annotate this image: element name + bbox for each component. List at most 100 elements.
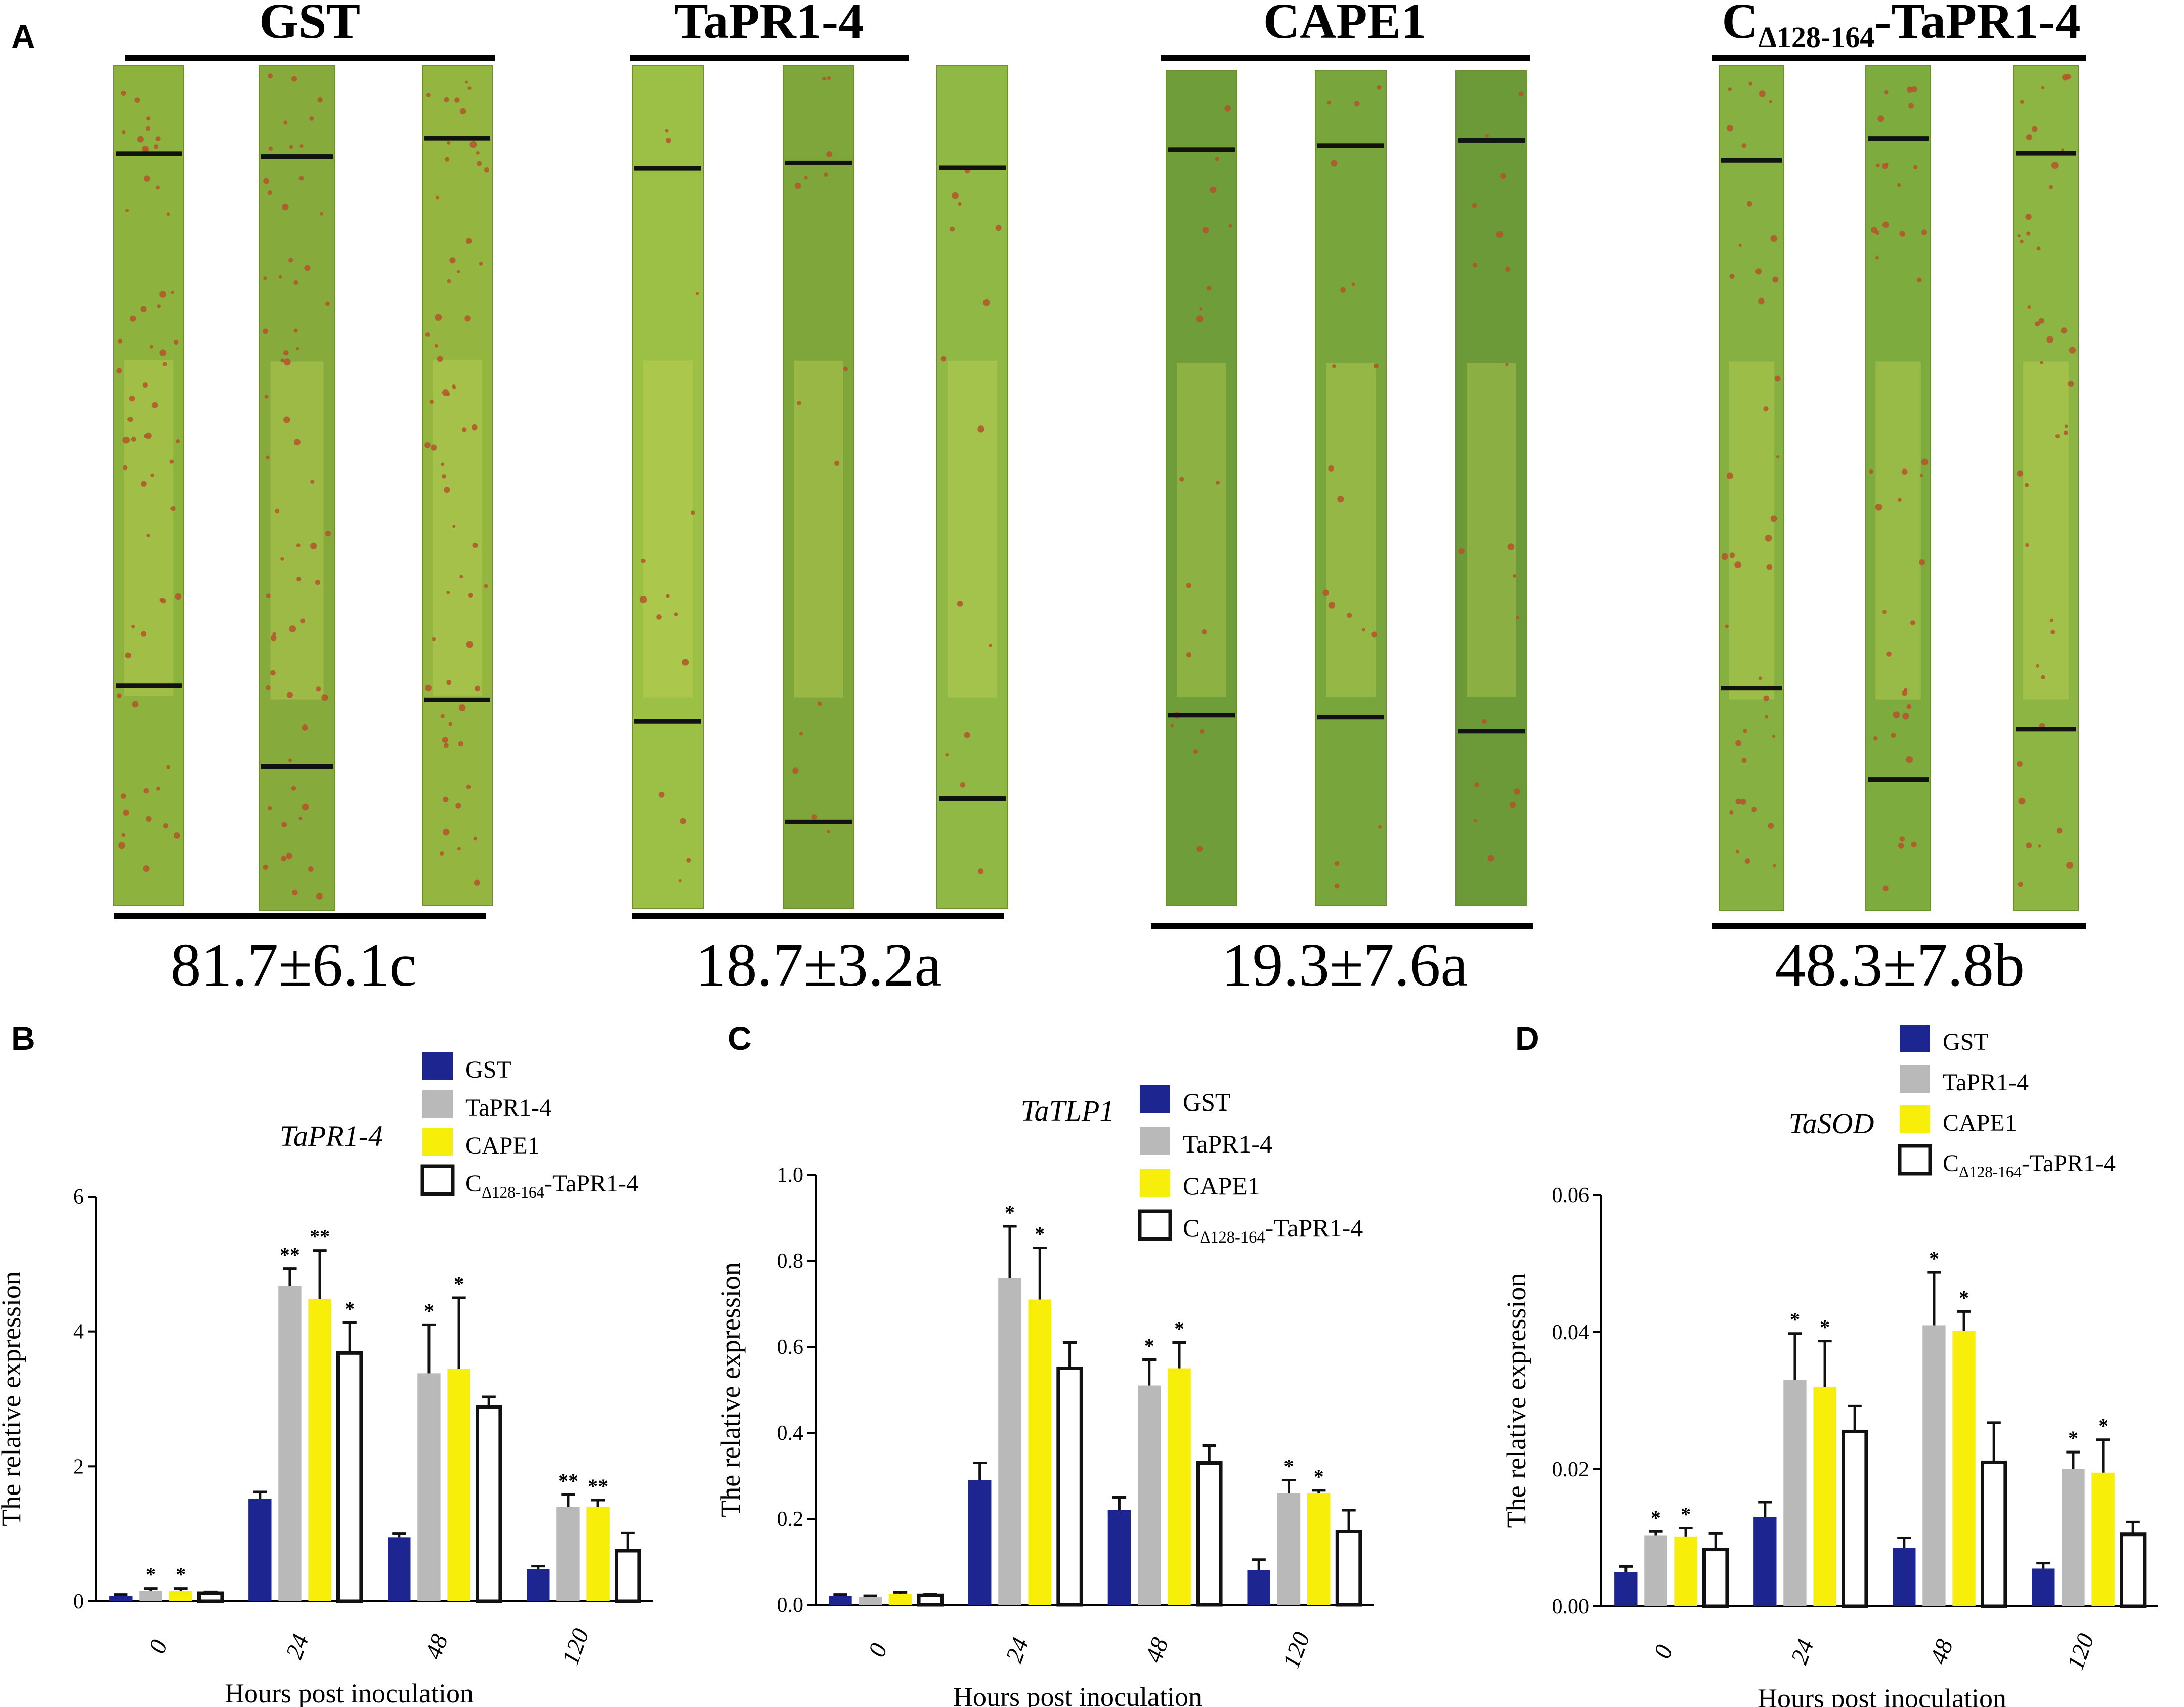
- bar-gst-48: [1107, 1510, 1131, 1605]
- leaf-lesion: [2041, 86, 2044, 89]
- leaf-lesion: [1513, 574, 1517, 578]
- leaf-lesion: [1193, 749, 1198, 754]
- leaf-ink-mark: [116, 683, 182, 688]
- leaf-cdel-1: [1719, 65, 1784, 911]
- bar-c-128-164-tapr1-4-48: [1981, 1460, 2007, 1608]
- leaf-lesion: [170, 506, 176, 511]
- leaf-lesion: [792, 767, 799, 774]
- panel-a-bracket-top-cape: [1161, 55, 1530, 61]
- leaf-lesion: [2025, 213, 2032, 220]
- leaf-lesion: [1868, 469, 1873, 474]
- leaf-lesion: [465, 80, 468, 84]
- leaf-lesion: [166, 765, 170, 769]
- leaf-lesion: [995, 225, 1002, 231]
- y-tick-label: 0.4: [777, 1422, 804, 1445]
- leaf-lesion: [289, 145, 293, 149]
- leaf-lesion: [2065, 424, 2068, 428]
- leaf-lesion: [325, 301, 330, 306]
- panel-a-score-cape: 19.3±7.6a: [1221, 931, 1468, 999]
- leaf-lesion: [1882, 221, 1889, 228]
- leaf-lesion: [1871, 226, 1877, 233]
- leaf-lesion: [1206, 285, 1212, 291]
- leaf-lesion: [468, 592, 473, 598]
- significance-mark: *: [1929, 1247, 1939, 1270]
- leaf-lesion: [442, 737, 448, 743]
- leaf-lesion: [146, 534, 150, 537]
- x-axis-label: Hours post inoculation: [953, 1682, 1202, 1707]
- leaf-lesion: [826, 151, 833, 157]
- leaf-lesion: [144, 434, 148, 438]
- leaf-ink-mark: [261, 764, 333, 769]
- leaf-lesion: [452, 384, 456, 388]
- significance-mark: *: [1314, 1465, 1324, 1488]
- panel-a-bracket-top-cdel: [1712, 55, 2086, 61]
- leaf-lesion: [263, 864, 268, 870]
- leaf-lesion: [1458, 548, 1465, 554]
- leaf-lesion: [280, 557, 284, 561]
- significance-mark: *: [1144, 1335, 1154, 1357]
- bar-cape1-48: [1168, 1368, 1191, 1605]
- leaf-lesion: [1507, 543, 1515, 550]
- y-tick-label: 0.0: [777, 1594, 804, 1617]
- leaf-lesion: [316, 893, 323, 900]
- legend-swatch: [422, 1128, 453, 1156]
- leaf-lesion: [639, 596, 647, 603]
- leaf-lesion: [1906, 756, 1913, 763]
- leaf-lesion: [175, 593, 182, 600]
- leaf-lesion: [1224, 105, 1231, 112]
- leaf-lesion: [282, 203, 289, 211]
- leaf-lesion: [440, 851, 444, 856]
- leaf-lesion: [121, 90, 126, 96]
- bar-gst-0: [109, 1596, 133, 1601]
- leaf-lesion: [131, 436, 136, 442]
- leaf-lesion: [143, 788, 149, 794]
- leaf-lesion: [1911, 841, 1917, 847]
- panel-a-bracket-top-tapr: [630, 55, 909, 61]
- leaf-ink-mark: [1868, 777, 1929, 782]
- bar-gst-120: [527, 1569, 550, 1601]
- leaf-lesion: [116, 368, 122, 374]
- leaf-lesion: [1196, 846, 1203, 852]
- bar-cape1-0: [169, 1591, 192, 1601]
- leaf-lesion: [141, 631, 147, 637]
- leaf-lesion: [1897, 183, 1901, 187]
- leaf-lesion: [142, 145, 149, 153]
- leaf-lesion: [945, 753, 949, 757]
- leaf-lesion: [827, 76, 831, 80]
- leaf-lesion: [166, 212, 170, 216]
- x-tick-label: 24: [1001, 1634, 1034, 1666]
- leaf-lesion: [1746, 201, 1752, 207]
- bar-c-128-164-tapr1-4-120: [615, 1549, 641, 1603]
- leaf-lesion: [123, 809, 129, 816]
- leaf-lesion: [310, 542, 317, 549]
- panel-a-title-tapr: TaPR1-4: [674, 0, 864, 49]
- significance-mark: *: [454, 1272, 464, 1295]
- leaf-lesion: [446, 679, 452, 685]
- leaf-lesion: [2055, 434, 2060, 438]
- leaf-ink-mark: [1721, 686, 1782, 691]
- leaf-lesion: [268, 73, 273, 79]
- legend-swatch: [1140, 1169, 1170, 1197]
- legend-label: CAPE1: [1183, 1172, 1260, 1200]
- leaf-lesion: [940, 356, 947, 362]
- bar-gst-24: [248, 1499, 272, 1601]
- leaf-lesion: [279, 275, 282, 279]
- leaf-lesion: [435, 195, 440, 200]
- panel-a-bracket-bottom-gst: [114, 913, 486, 919]
- panel-a-score-tapr: 18.7±3.2a: [695, 931, 941, 999]
- leaf-lesion: [157, 304, 161, 308]
- leaf-lesion: [473, 836, 478, 841]
- leaf-lesion: [296, 347, 299, 350]
- leaf-lesion: [159, 291, 166, 298]
- x-tick-label: 24: [1786, 1636, 1819, 1668]
- bar-c-128-164-tapr1-4-120: [1335, 1530, 1362, 1607]
- leaf-lesion: [457, 270, 460, 273]
- leaf-lesion: [441, 462, 445, 466]
- leaf-lesion: [122, 436, 130, 444]
- leaf-lesion: [804, 176, 808, 180]
- leaf-lesion: [309, 116, 314, 121]
- panel-label-b: B: [11, 1019, 35, 1057]
- leaf-lesion: [2068, 380, 2074, 387]
- leaf-lesion: [2020, 100, 2024, 104]
- leaf-lesion: [2040, 361, 2044, 365]
